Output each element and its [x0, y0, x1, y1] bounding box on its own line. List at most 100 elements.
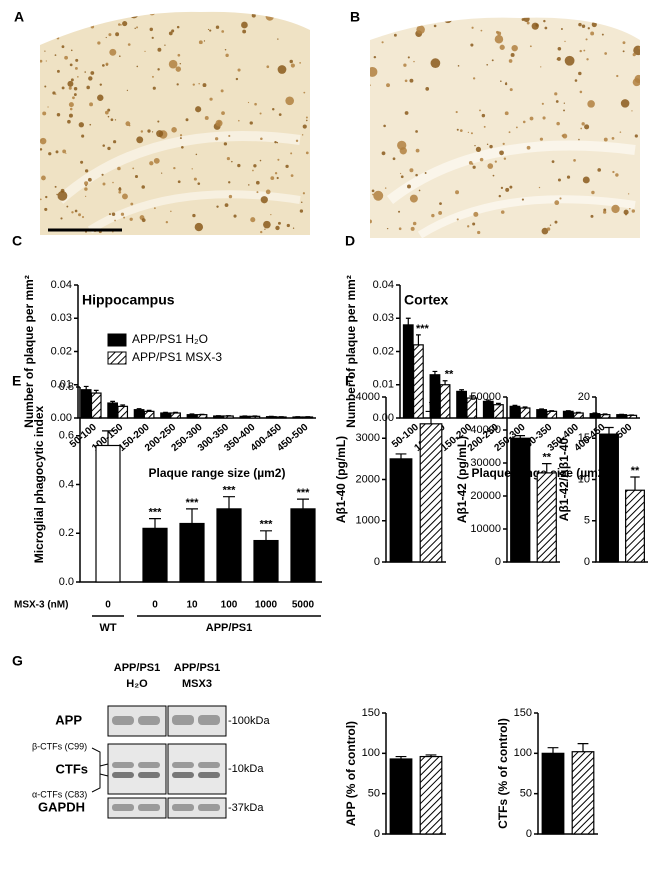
plaque-dot	[632, 52, 636, 57]
bar	[482, 400, 494, 419]
plaque-dot	[539, 137, 544, 141]
error-bar	[173, 411, 178, 414]
micrograph-a	[40, 11, 310, 236]
plaque-dot	[165, 220, 169, 224]
plaque-dot	[136, 65, 139, 68]
plaque-dot	[48, 152, 52, 156]
plaque-dot	[80, 160, 84, 164]
plaque-dot	[467, 131, 470, 134]
plaque-dot	[247, 101, 250, 104]
y-tick-label: 50000	[470, 391, 501, 403]
plaque-dot	[62, 149, 67, 154]
plaque-dot	[425, 87, 430, 91]
plaque-dot	[584, 124, 590, 130]
bar	[456, 390, 467, 419]
plaque-dot	[290, 63, 295, 68]
plaque-dot	[503, 157, 507, 160]
plaque-dot	[399, 147, 407, 155]
plaque-dot	[302, 124, 307, 129]
plaque-dot	[370, 66, 378, 77]
plaque-dot	[149, 161, 154, 166]
plaque-dot	[508, 131, 511, 134]
error-bar	[630, 476, 640, 491]
bar	[107, 402, 119, 419]
plaque-dot	[115, 32, 120, 37]
panel-label: E	[12, 373, 21, 389]
plaque-dot	[563, 102, 565, 104]
plaque-dot	[57, 190, 68, 201]
plaque-dot	[495, 30, 499, 34]
plaque-dot	[148, 11, 156, 16]
micrograph-b	[370, 15, 640, 239]
plaque-dot	[467, 225, 470, 228]
plaque-dot	[129, 11, 139, 19]
y-axis-label: Number of plaque per mm²	[22, 275, 36, 428]
plaque-dot	[556, 121, 560, 126]
y-axis-label: CTFs (% of control)	[496, 718, 510, 829]
plaque-dot	[177, 53, 181, 57]
plaque-dot	[431, 213, 435, 218]
error-bar	[186, 508, 198, 524]
plaque-dot	[471, 163, 474, 165]
dose-label: MSX-3 (nM)	[14, 600, 68, 611]
bar	[389, 758, 413, 835]
plaque-dot	[55, 93, 57, 95]
significance-label: ***	[186, 497, 200, 509]
plaque-dot	[611, 136, 615, 140]
x-tick-label: 10	[186, 600, 198, 611]
plaque-dot	[40, 137, 47, 145]
bar	[571, 751, 595, 835]
y-tick-label: 100	[362, 747, 380, 759]
x-axis-label: Plaque range size (µm2)	[149, 466, 286, 480]
plaque-dot	[68, 113, 73, 118]
plaque-dot	[90, 24, 95, 29]
plaque-dot	[623, 209, 629, 215]
plaque-dot	[634, 134, 638, 138]
plaque-dot	[216, 205, 219, 208]
legend-swatch	[107, 351, 127, 365]
plaque-dot	[579, 49, 582, 53]
plaque-dot	[590, 214, 594, 218]
plaque-dot	[634, 74, 640, 84]
y-tick-label: 4000	[356, 391, 380, 403]
plaque-dot	[108, 213, 111, 216]
plaque-dot	[220, 89, 224, 93]
x-tick-label: 0	[152, 600, 158, 611]
plaque-dot	[473, 211, 479, 217]
plaque-dot	[386, 83, 390, 88]
plaque-dot	[105, 62, 109, 66]
blot-header: APP/PS1	[114, 662, 160, 674]
plaque-dot	[409, 168, 414, 173]
plaque-dot	[622, 50, 625, 53]
plaque-dot	[485, 15, 487, 17]
plaque-dot	[176, 25, 180, 29]
blot-header: APP/PS1	[174, 662, 220, 674]
plaque-dot	[612, 170, 615, 174]
plaque-dot	[305, 151, 309, 155]
y-tick-label: 30000	[470, 457, 501, 469]
bar	[389, 458, 413, 563]
y-tick-label: 0.03	[373, 312, 394, 324]
plaque-dot	[597, 168, 601, 172]
plaque-dot	[157, 68, 160, 71]
plaque-dot	[472, 222, 476, 226]
plaque-dot	[627, 193, 630, 195]
error-bar	[93, 389, 99, 394]
plaque-dot	[67, 80, 74, 87]
y-tick-label: 150	[514, 707, 532, 719]
plaque-dot	[292, 227, 295, 229]
error-bar	[442, 380, 448, 385]
bar	[599, 414, 611, 419]
plaque-dot	[152, 86, 156, 90]
plaque-dot	[64, 55, 68, 60]
bar	[616, 414, 627, 419]
plaque-dot	[55, 150, 59, 154]
error-bar	[405, 317, 411, 325]
plaque-dot	[143, 11, 147, 13]
plaque-dot	[151, 36, 154, 39]
plaque-dot	[83, 16, 88, 21]
plaque-dot	[62, 12, 66, 17]
panel-label: B	[350, 9, 360, 25]
plaque-dot	[629, 208, 631, 210]
plaque-dot	[171, 29, 175, 33]
